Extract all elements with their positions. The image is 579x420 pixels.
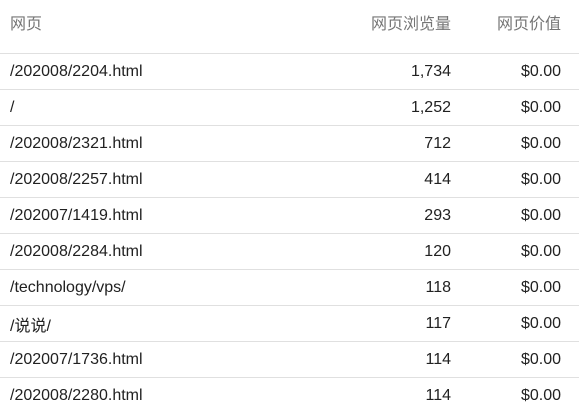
- page-value-cell: $0.00: [520, 387, 561, 404]
- table-row: /202008/2280.html 114 $0.00: [0, 378, 579, 414]
- pageviews-cell: 114: [425, 350, 451, 368]
- table-header: 网页 网页浏览量 网页价值: [0, 0, 579, 54]
- page-link[interactable]: /: [10, 98, 15, 116]
- page-value-cell: $0.00: [520, 242, 561, 260]
- page-value-cell: $0.00: [520, 170, 561, 188]
- pageviews-cell: 120: [424, 242, 451, 260]
- pageviews-cell: 414: [424, 170, 451, 188]
- table-row: /202008/2257.html 414 $0.00: [0, 162, 579, 198]
- pageviews-cell: 293: [424, 206, 451, 224]
- page-link[interactable]: /202008/2284.html: [10, 242, 143, 260]
- table-row: /202008/2284.html 120 $0.00: [0, 234, 579, 270]
- page-value-cell: $0.00: [520, 350, 561, 368]
- page-cell: /202007/1736.html: [0, 351, 330, 369]
- page-cell: /202008/2321.html: [0, 135, 330, 153]
- page-cell: /202008/2204.html: [0, 63, 330, 81]
- pageviews-cell: 712: [424, 134, 451, 152]
- page-cell: /technology/vps/: [0, 279, 330, 297]
- column-header-page-value[interactable]: 网页价值: [496, 15, 561, 33]
- page-link[interactable]: /202007/1419.html: [10, 206, 143, 224]
- page-cell: /202008/2280.html: [0, 387, 330, 405]
- pageviews-cell: 118: [425, 278, 451, 296]
- page-value-cell: $0.00: [520, 98, 561, 116]
- table-row: /202008/2204.html 1,734 $0.00: [0, 54, 579, 90]
- page-value-cell: $0.00: [520, 314, 561, 332]
- page-link[interactable]: /202008/2321.html: [10, 134, 143, 152]
- column-header-page[interactable]: 网页: [10, 15, 43, 33]
- table-row: / 1,252 $0.00: [0, 90, 579, 126]
- page-link[interactable]: /technology/vps/: [10, 278, 126, 296]
- pageviews-cell: 1,252: [410, 98, 451, 116]
- page-value-cell: $0.00: [520, 62, 561, 80]
- page-cell: /202008/2257.html: [0, 171, 330, 189]
- page-link[interactable]: /202008/2204.html: [10, 62, 143, 80]
- table-row: /说说/ 117 $0.00: [0, 306, 579, 342]
- pageviews-cell: 114: [425, 387, 451, 404]
- page-link[interactable]: /202008/2257.html: [10, 170, 143, 188]
- table-row: /202007/1419.html 293 $0.00: [0, 198, 579, 234]
- table-row: /202007/1736.html 114 $0.00: [0, 342, 579, 378]
- page-cell: /202008/2284.html: [0, 243, 330, 261]
- page-value-cell: $0.00: [520, 134, 561, 152]
- page-link[interactable]: /说说/: [10, 317, 51, 335]
- table-row: /202008/2321.html 712 $0.00: [0, 126, 579, 162]
- page-cell: /说说/: [0, 312, 330, 336]
- page-value-cell: $0.00: [520, 206, 561, 224]
- page-value-cell: $0.00: [520, 278, 561, 296]
- pageviews-cell: 1,734: [410, 62, 451, 80]
- page-link[interactable]: /202008/2280.html: [10, 387, 143, 404]
- page-cell: /: [0, 99, 330, 117]
- column-header-pageviews[interactable]: 网页浏览量: [370, 15, 451, 33]
- page-cell: /202007/1419.html: [0, 207, 330, 225]
- page-link[interactable]: /202007/1736.html: [10, 350, 143, 368]
- table-row: /technology/vps/ 118 $0.00: [0, 270, 579, 306]
- pageviews-cell: 117: [425, 314, 451, 332]
